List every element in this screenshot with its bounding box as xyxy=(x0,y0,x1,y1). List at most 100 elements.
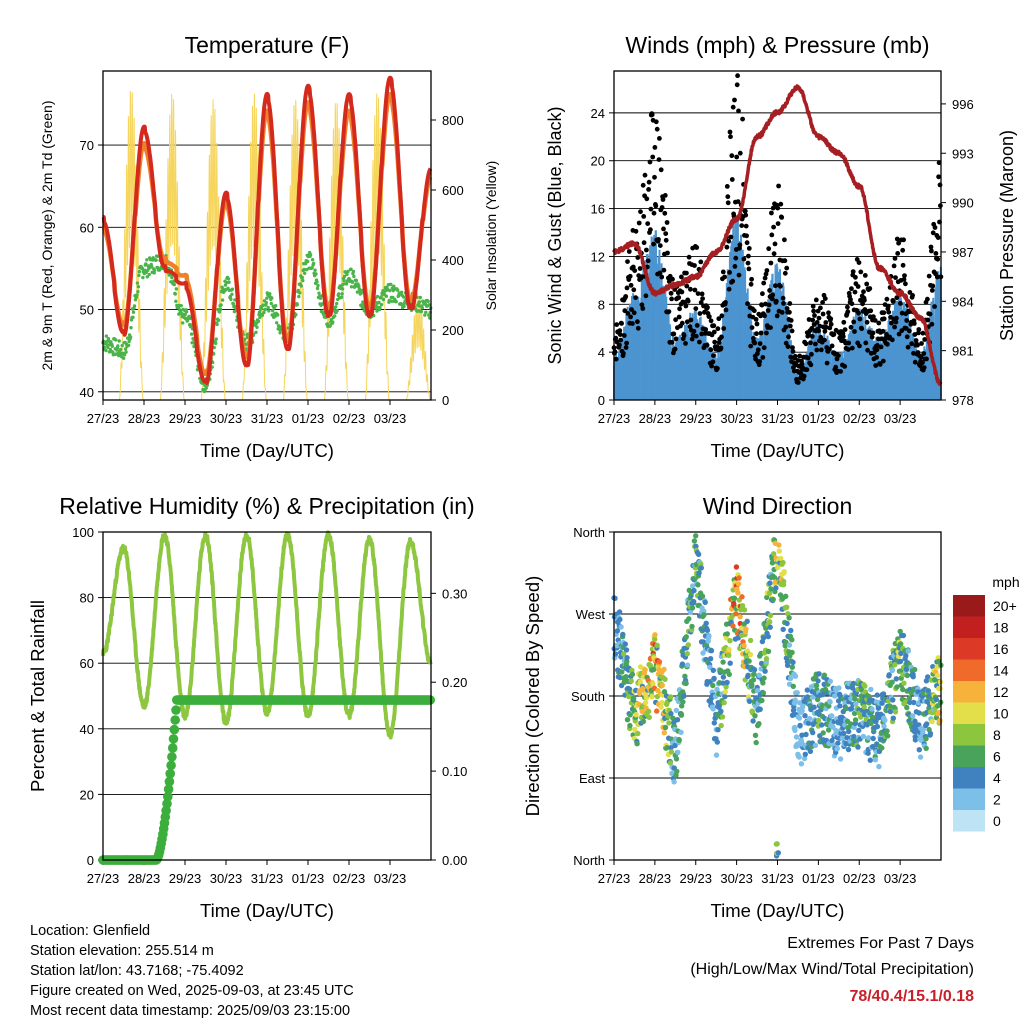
dewpoint-point xyxy=(128,335,133,339)
gust-point xyxy=(746,253,751,259)
dewpoint-point xyxy=(227,280,231,284)
gust-point xyxy=(749,325,755,330)
dewpoint-point xyxy=(132,304,137,308)
gust-point xyxy=(895,251,901,256)
direction-point xyxy=(708,648,715,654)
direction-point xyxy=(673,756,680,762)
direction-point xyxy=(802,751,808,757)
winds-y2tick-label: 990 xyxy=(952,196,974,211)
gust-point xyxy=(706,314,712,319)
winds-xtick-label: 03/23 xyxy=(884,411,917,426)
gust-point xyxy=(930,283,936,289)
gust-point xyxy=(797,353,803,359)
temperature-ylabel-right: Solar Insolation (Yellow) xyxy=(483,161,499,311)
station-pressure-line xyxy=(612,84,943,386)
humidity-xtick-label: 02/23 xyxy=(333,871,366,886)
direction-point xyxy=(726,671,732,678)
gust-point xyxy=(896,240,901,246)
gust-point xyxy=(784,306,790,311)
direction-point xyxy=(617,616,623,623)
direction-point xyxy=(767,619,773,625)
gust-point xyxy=(735,199,741,205)
direction-point xyxy=(760,635,767,641)
dewpoint-point xyxy=(303,271,307,275)
dewpoint-point xyxy=(384,294,389,298)
gust-point xyxy=(676,295,682,300)
gust-point xyxy=(659,274,665,280)
gust-point xyxy=(910,293,915,298)
gust-point xyxy=(761,280,767,286)
gust-point xyxy=(857,316,863,322)
gust-point xyxy=(937,182,943,188)
dewpoint-point xyxy=(145,258,149,262)
dewpoint-point xyxy=(381,297,386,302)
gust-point xyxy=(754,331,759,337)
direction-point xyxy=(776,542,782,548)
direction-point xyxy=(727,638,733,644)
gust-point xyxy=(901,277,907,282)
temperature-ytick-label: 50 xyxy=(80,303,94,318)
gust-point xyxy=(891,263,897,269)
gust-point xyxy=(709,363,714,369)
humidity-y2tick-label: 0.30 xyxy=(442,586,467,601)
humidity-title: Relative Humidity (%) & Precipitation (i… xyxy=(59,493,474,519)
direction-point xyxy=(845,746,852,753)
direction-point xyxy=(805,720,812,726)
gust-point xyxy=(642,172,648,178)
dewpoint-point xyxy=(344,282,349,286)
gust-point xyxy=(776,183,781,189)
gust-point xyxy=(688,317,694,323)
dewpoint-point xyxy=(315,280,319,284)
direction-point xyxy=(775,850,781,856)
gust-point xyxy=(905,344,911,350)
dewpoint-point xyxy=(335,301,339,306)
gust-point xyxy=(660,197,666,202)
gust-point xyxy=(842,327,848,332)
gust-point xyxy=(734,154,740,160)
gust-point xyxy=(788,318,794,323)
direction-point xyxy=(683,634,689,640)
gust-point xyxy=(612,349,618,355)
dewpoint-point xyxy=(394,300,398,304)
dewpoint-point xyxy=(174,287,178,291)
gust-point xyxy=(782,258,788,264)
humidity-ytick-label: 60 xyxy=(80,656,94,671)
temperature-xtick-label: 29/23 xyxy=(169,411,202,426)
humidity-ytick-label: 20 xyxy=(80,787,94,802)
direction-point xyxy=(793,734,800,740)
direction-point xyxy=(664,745,670,751)
direction-point xyxy=(700,650,706,656)
direction-point xyxy=(821,672,828,678)
direction-point xyxy=(674,768,680,775)
dewpoint-point xyxy=(314,272,318,276)
gust-point xyxy=(849,286,854,292)
dewpoint-point xyxy=(220,298,225,302)
gust-point xyxy=(704,342,710,348)
gust-point xyxy=(771,251,777,257)
dewpoint-point xyxy=(126,343,131,348)
direction-point xyxy=(803,731,809,738)
dewpoint-point xyxy=(427,303,431,307)
gust-point xyxy=(874,347,880,353)
gust-point xyxy=(728,234,734,240)
gust-point xyxy=(810,317,816,323)
gust-point xyxy=(661,267,667,273)
gust-point xyxy=(827,346,832,352)
direction-point xyxy=(739,603,746,609)
dewpoint-point xyxy=(375,309,379,313)
gust-point xyxy=(697,311,703,316)
humidity-xtick-label: 01/23 xyxy=(292,871,325,886)
direction-point xyxy=(852,717,859,723)
dewpoint-point xyxy=(119,347,123,352)
gust-point xyxy=(763,301,768,307)
direction-point xyxy=(753,739,759,746)
gust-point xyxy=(820,300,825,305)
dewpoint-point xyxy=(170,275,174,280)
dewpoint-point xyxy=(325,322,330,326)
gust-point xyxy=(826,310,831,316)
direction-point xyxy=(632,726,638,733)
direction-point xyxy=(826,703,832,709)
gust-point xyxy=(893,275,898,280)
direction-point xyxy=(792,697,798,703)
dewpoint-point xyxy=(349,267,353,271)
